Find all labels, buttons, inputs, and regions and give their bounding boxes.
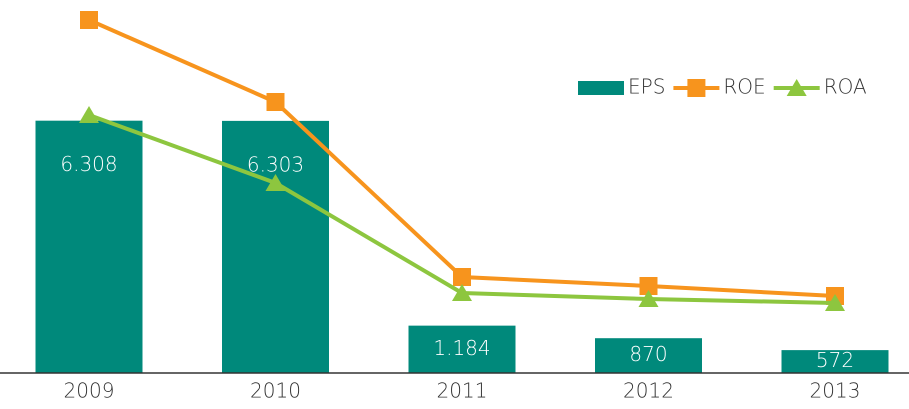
bar [222,120,329,373]
data-label: 1.184 [433,336,490,360]
bar [35,120,143,374]
data-label: 870 [629,342,667,366]
data-label: 572 [816,348,854,372]
legend-label: ROE [723,75,765,99]
marker [453,268,471,286]
x-tick-label: 2012 [623,379,674,403]
x-tick-label: 2011 [437,379,488,403]
x-tick-label: 2009 [64,379,115,403]
data-label: 6.308 [60,152,117,176]
marker [266,93,285,111]
marker [687,79,706,97]
data-label: 6.303 [247,152,304,176]
marker [825,294,845,311]
line [88,18,836,298]
marker [79,106,99,123]
legend-swatch [578,81,624,95]
x-tick-label: 2010 [250,379,301,403]
marker [638,290,659,307]
x-tick-label: 2013 [810,379,861,403]
legend-label: ROA [824,75,867,99]
marker [639,277,658,295]
marker [452,284,472,301]
legend-label: EPS [628,75,665,99]
marker [265,174,286,191]
marker [80,11,98,29]
bar [595,338,702,373]
bar [781,350,889,373]
bar [408,325,516,373]
marker [786,79,807,96]
